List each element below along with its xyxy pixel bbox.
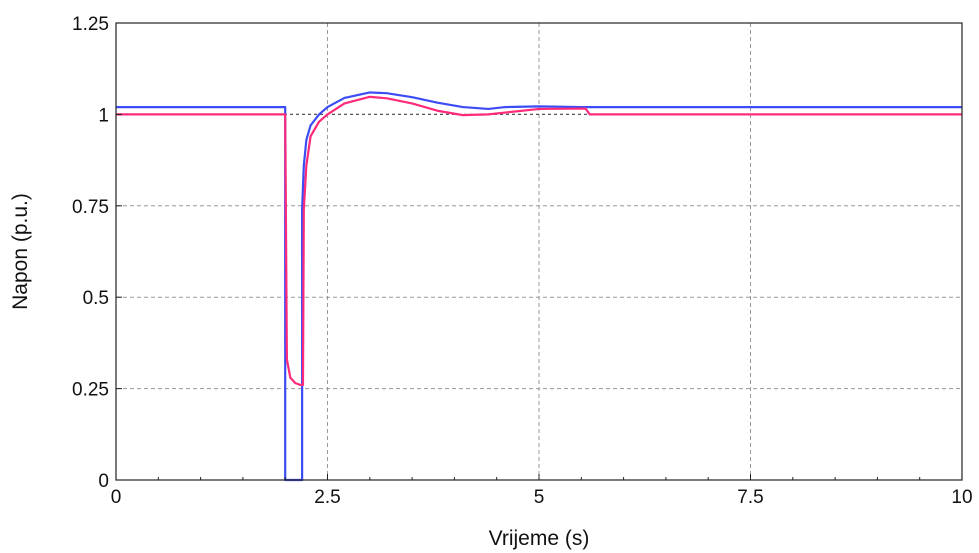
x-axis-title: Vrijeme (s) — [489, 527, 590, 550]
series-line-2 — [116, 95, 962, 387]
x-tick-label: 0 — [111, 487, 122, 508]
y-axis-title: Napon (p.u.) — [9, 193, 32, 310]
y-tick-label: 0.25 — [72, 380, 109, 401]
gridlines — [116, 23, 962, 480]
y-tick-label: 0 — [98, 471, 109, 492]
y-tick-label: 0.5 — [83, 288, 109, 309]
x-tick-label: 5 — [534, 487, 545, 508]
x-tick-label: 7.5 — [737, 487, 763, 508]
y-tick-label: 0.75 — [72, 197, 109, 218]
y-tick-label: 1.25 — [72, 14, 109, 35]
x-tick-label: 2.5 — [314, 487, 340, 508]
ticks: 0 2.5 5 7.5 10 0 0.25 0.5 0.75 1 1.25 — [72, 14, 973, 508]
y-tick-label: 1 — [98, 105, 109, 126]
x-tick-label: 10 — [951, 487, 972, 508]
